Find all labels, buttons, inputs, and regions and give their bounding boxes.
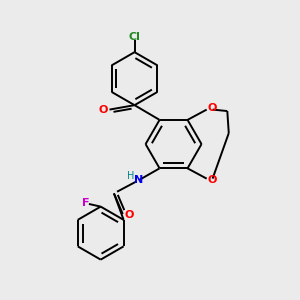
Text: O: O: [98, 105, 108, 115]
Text: O: O: [207, 103, 217, 113]
Text: O: O: [124, 210, 134, 220]
Text: H: H: [127, 171, 134, 181]
Text: F: F: [82, 198, 89, 208]
Text: Cl: Cl: [129, 32, 140, 42]
Text: N: N: [134, 175, 144, 185]
Text: O: O: [207, 175, 217, 185]
